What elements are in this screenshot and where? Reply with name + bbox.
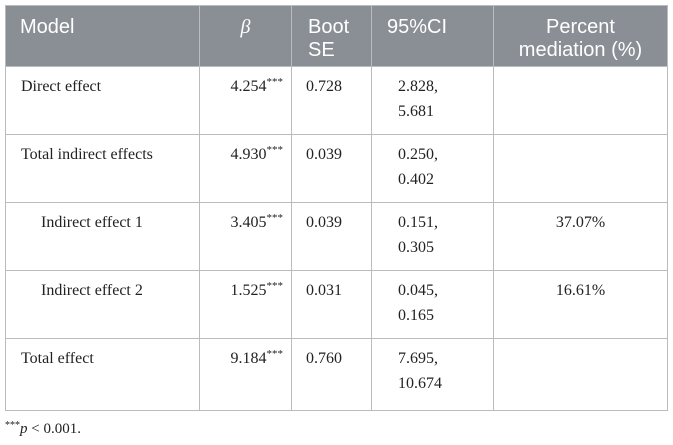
mediation-table: Model β Boot SE 95%CI Percent mediation (%… bbox=[5, 5, 668, 411]
cell-boot-se: 0.760 bbox=[291, 338, 372, 411]
cell-model: Total indirect effects bbox=[5, 134, 200, 203]
cell-ci: 0.250, 0.402 bbox=[371, 134, 494, 203]
header-row: Model β Boot SE 95%CI Percent mediation (%… bbox=[5, 5, 668, 67]
cell-percent: 37.07% bbox=[493, 202, 668, 271]
cell-beta: 1.525*** bbox=[199, 270, 292, 339]
header-model: Model bbox=[5, 5, 200, 67]
beta-value: 1.525 bbox=[230, 282, 267, 299]
header-percent-line2: mediation (%) bbox=[518, 39, 643, 61]
cell-beta: 3.405*** bbox=[199, 202, 292, 271]
cell-beta: 9.184*** bbox=[199, 338, 292, 411]
ci-lower: 0.045, bbox=[398, 282, 438, 299]
significance-stars: *** bbox=[266, 76, 284, 88]
table-footnote: ***p < 0.001. bbox=[5, 420, 81, 438]
footnote-stars: *** bbox=[5, 420, 20, 431]
cell-model: Total effect bbox=[5, 338, 200, 411]
ci-lower: 7.695, bbox=[398, 350, 438, 367]
cell-model: Indirect effect 1 bbox=[5, 202, 200, 271]
cell-boot-se: 0.039 bbox=[291, 134, 372, 203]
beta-value: 4.930 bbox=[230, 146, 267, 163]
beta-value: 9.184 bbox=[230, 350, 267, 367]
header-boot-se-line2: SE bbox=[308, 39, 335, 61]
table-row: Indirect effect 1 3.405*** 0.039 0.151, 0… bbox=[5, 202, 668, 271]
cell-model: Indirect effect 2 bbox=[5, 270, 200, 339]
ci-lower: 0.151, bbox=[398, 214, 438, 231]
header-boot-se-line1: Boot bbox=[308, 16, 350, 38]
cell-boot-se: 0.728 bbox=[291, 66, 372, 135]
ci-upper: 0.402 bbox=[398, 171, 434, 188]
significance-stars: *** bbox=[266, 348, 284, 360]
cell-ci: 0.151, 0.305 bbox=[371, 202, 494, 271]
header-percent-line1: Percent bbox=[546, 16, 615, 38]
table-row: Indirect effect 2 1.525*** 0.031 0.045, 0… bbox=[5, 270, 668, 339]
header-ci: 95%CI bbox=[371, 5, 494, 67]
cell-model: Direct effect bbox=[5, 66, 200, 135]
cell-beta: 4.930*** bbox=[199, 134, 292, 203]
cell-percent: 16.61% bbox=[493, 270, 668, 339]
significance-stars: *** bbox=[266, 144, 284, 156]
header-percent-mediation: Percent mediation (%) bbox=[493, 5, 668, 67]
ci-upper: 0.165 bbox=[398, 307, 434, 324]
cell-beta: 4.254*** bbox=[199, 66, 292, 135]
footnote-p-symbol: p bbox=[20, 421, 28, 437]
header-boot-se: Boot SE bbox=[291, 5, 372, 67]
cell-percent bbox=[493, 66, 668, 135]
significance-stars: *** bbox=[266, 212, 284, 224]
footnote-text: < 0.001. bbox=[27, 421, 81, 437]
table-body: Direct effect 4.254*** 0.728 2.828, 5.681… bbox=[5, 66, 668, 411]
ci-lower: 0.250, bbox=[398, 146, 438, 163]
table-header: Model β Boot SE 95%CI Percent mediation (%… bbox=[5, 5, 668, 67]
cell-percent bbox=[493, 338, 668, 411]
table-row: Total indirect effects 4.930*** 0.039 0.… bbox=[5, 134, 668, 203]
table-row: Total effect 9.184*** 0.760 7.695, 10.674 bbox=[5, 338, 668, 411]
cell-percent bbox=[493, 134, 668, 203]
cell-boot-se: 0.031 bbox=[291, 270, 372, 339]
significance-stars: *** bbox=[266, 280, 284, 292]
beta-value: 4.254 bbox=[230, 78, 267, 95]
cell-ci: 7.695, 10.674 bbox=[371, 338, 494, 411]
cell-boot-se: 0.039 bbox=[291, 202, 372, 271]
beta-value: 3.405 bbox=[230, 214, 267, 231]
ci-lower: 2.828, bbox=[398, 78, 438, 95]
header-beta: β bbox=[199, 5, 292, 67]
table-row: Direct effect 4.254*** 0.728 2.828, 5.681 bbox=[5, 66, 668, 135]
cell-ci: 2.828, 5.681 bbox=[371, 66, 494, 135]
ci-upper: 0.305 bbox=[398, 239, 434, 256]
ci-upper: 5.681 bbox=[398, 103, 434, 120]
ci-upper: 10.674 bbox=[398, 375, 442, 392]
cell-ci: 0.045, 0.165 bbox=[371, 270, 494, 339]
